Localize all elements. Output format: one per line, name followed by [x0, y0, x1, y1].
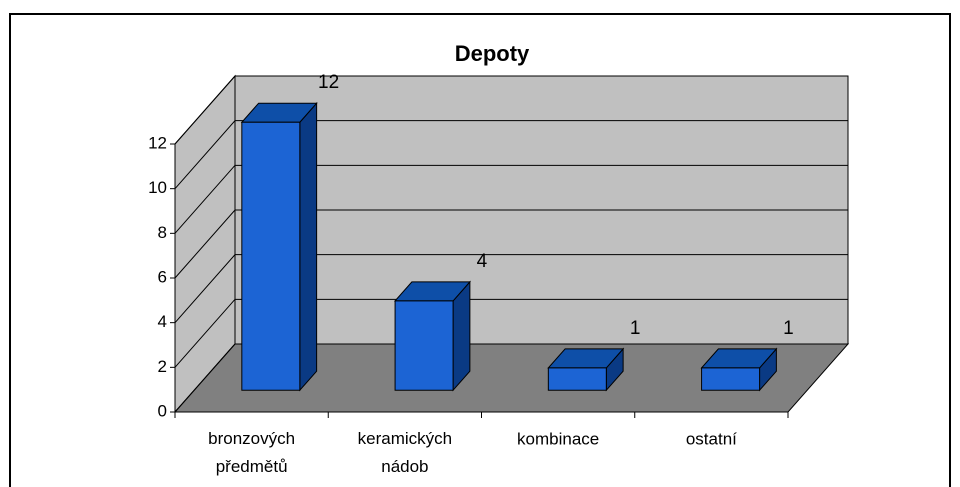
y-tick-label: 0 [158, 401, 167, 420]
bar [701, 367, 761, 391]
value-label: 1 [783, 318, 794, 339]
grid-line [174, 298, 848, 368]
y-tick-label: 8 [158, 223, 167, 242]
x-tick-label: keramických nádob [358, 429, 452, 476]
x-tick-label: bronzových předmětů [208, 429, 295, 476]
x-tick-label: kombinace [517, 429, 599, 448]
y-tick-label: 2 [158, 357, 167, 376]
x-tick-label: ostatní [686, 429, 737, 448]
value-label: 12 [318, 72, 339, 93]
y-tick-label: 4 [158, 312, 167, 331]
grid-line [174, 254, 848, 323]
grid-line [174, 343, 848, 413]
grid-line [174, 209, 848, 279]
grid-line [174, 120, 848, 189]
bar [394, 300, 454, 391]
y-tick-label: 6 [158, 267, 167, 286]
y-tick-label: 10 [148, 178, 167, 197]
value-label: 4 [477, 251, 488, 272]
bar-side [299, 101, 318, 392]
y-tick-label: 12 [148, 133, 167, 152]
grid-line [174, 75, 848, 145]
grid-line [174, 164, 848, 234]
chart-title: Depoty [455, 41, 530, 66]
bar [241, 121, 301, 391]
value-label: 1 [630, 318, 641, 339]
bar [547, 367, 607, 391]
